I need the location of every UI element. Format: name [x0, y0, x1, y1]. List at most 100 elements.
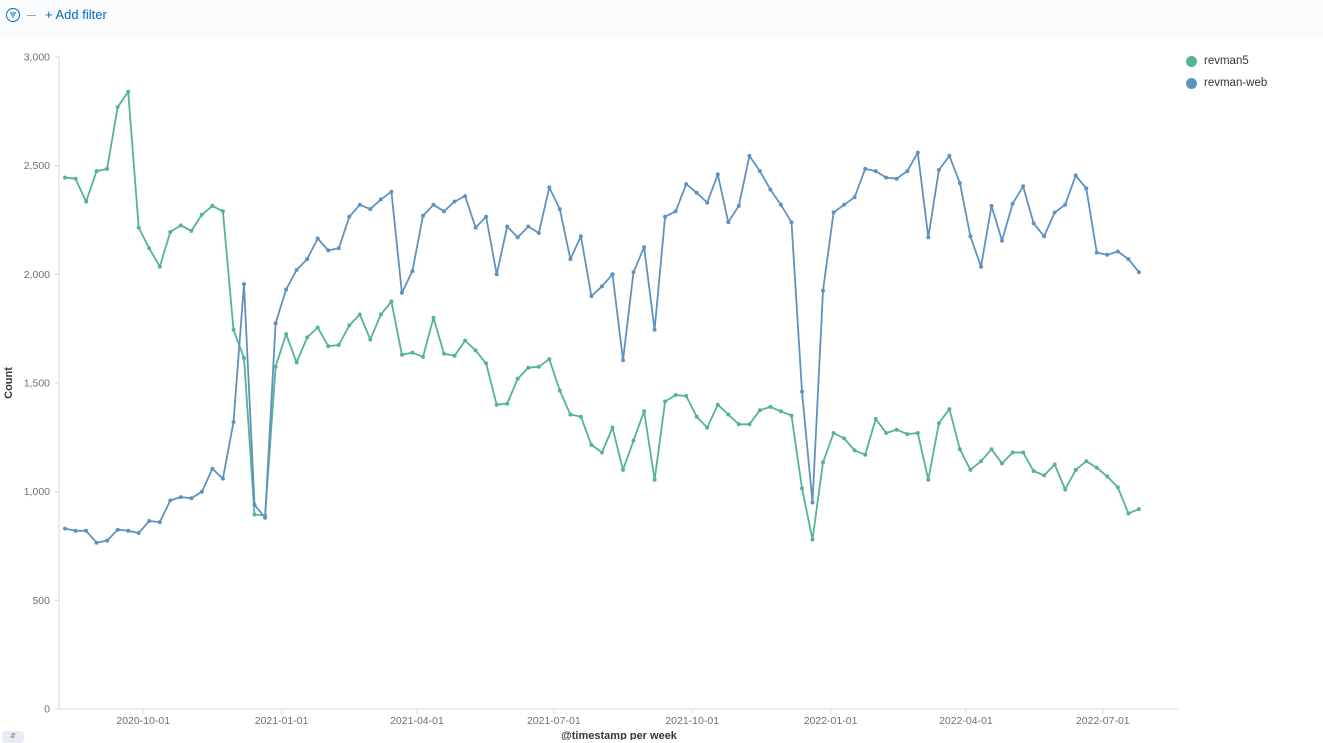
data-point[interactable]: [821, 288, 825, 293]
data-point[interactable]: [947, 407, 952, 412]
data-point[interactable]: [568, 412, 573, 417]
data-point[interactable]: [336, 246, 341, 251]
data-point[interactable]: [105, 166, 110, 171]
data-point[interactable]: [1000, 461, 1004, 466]
data-point[interactable]: [210, 203, 215, 208]
data-point[interactable]: [1136, 507, 1141, 512]
data-point[interactable]: [63, 526, 67, 531]
data-point[interactable]: [1031, 221, 1036, 226]
data-point[interactable]: [684, 182, 689, 187]
add-filter-button[interactable]: + Add filter: [45, 7, 107, 22]
data-point[interactable]: [389, 189, 394, 194]
data-point[interactable]: [631, 270, 636, 275]
data-point[interactable]: [347, 323, 352, 328]
data-point[interactable]: [873, 416, 878, 421]
data-point[interactable]: [842, 436, 847, 441]
legend-item-revman5[interactable]: revman5: [1186, 50, 1267, 72]
data-point[interactable]: [663, 214, 668, 219]
data-point[interactable]: [305, 335, 310, 340]
data-point[interactable]: [494, 402, 499, 407]
data-point[interactable]: [705, 425, 710, 430]
data-point[interactable]: [505, 224, 510, 229]
data-point[interactable]: [315, 325, 320, 330]
data-point[interactable]: [800, 486, 804, 491]
data-point[interactable]: [979, 459, 983, 464]
data-point[interactable]: [242, 356, 246, 360]
data-point[interactable]: [378, 197, 383, 202]
data-point[interactable]: [357, 312, 362, 317]
data-point[interactable]: [821, 460, 825, 465]
data-point[interactable]: [968, 234, 973, 239]
data-point[interactable]: [905, 169, 910, 174]
data-point[interactable]: [431, 202, 436, 207]
data-point[interactable]: [1094, 250, 1099, 255]
data-point[interactable]: [736, 203, 741, 208]
data-point[interactable]: [747, 153, 752, 158]
data-point[interactable]: [936, 421, 941, 426]
data-point[interactable]: [147, 246, 152, 251]
data-point[interactable]: [505, 401, 510, 406]
data-point[interactable]: [768, 404, 773, 409]
data-point[interactable]: [1136, 270, 1141, 275]
data-point[interactable]: [631, 438, 636, 443]
data-point[interactable]: [263, 515, 268, 520]
data-point[interactable]: [220, 476, 225, 481]
data-point[interactable]: [663, 399, 668, 404]
data-point[interactable]: [852, 195, 857, 200]
data-point[interactable]: [368, 337, 373, 342]
data-point[interactable]: [863, 452, 868, 457]
data-point[interactable]: [757, 408, 762, 413]
data-point[interactable]: [178, 223, 183, 228]
data-point[interactable]: [178, 495, 183, 500]
data-point[interactable]: [768, 187, 773, 192]
data-point[interactable]: [252, 512, 257, 517]
data-point[interactable]: [1052, 462, 1057, 467]
data-point[interactable]: [1031, 469, 1036, 473]
data-point[interactable]: [1042, 234, 1047, 239]
data-point[interactable]: [536, 364, 541, 369]
data-point[interactable]: [621, 467, 625, 472]
data-point[interactable]: [410, 269, 415, 274]
data-point[interactable]: [84, 528, 89, 533]
data-point[interactable]: [589, 442, 594, 447]
data-point[interactable]: [94, 169, 99, 174]
data-point[interactable]: [399, 290, 404, 295]
data-point[interactable]: [168, 230, 173, 234]
data-point[interactable]: [915, 150, 920, 155]
legend-item-revman-web[interactable]: revman-web: [1186, 72, 1267, 94]
data-point[interactable]: [463, 338, 468, 343]
data-point[interactable]: [115, 105, 120, 109]
data-point[interactable]: [557, 207, 562, 212]
data-point[interactable]: [926, 235, 931, 240]
data-point[interactable]: [399, 352, 404, 357]
data-point[interactable]: [1021, 184, 1026, 189]
data-point[interactable]: [778, 409, 783, 414]
data-point[interactable]: [810, 500, 815, 505]
data-point[interactable]: [273, 364, 278, 369]
data-point[interactable]: [947, 153, 952, 158]
data-point[interactable]: [757, 169, 762, 174]
data-point[interactable]: [694, 414, 699, 419]
data-point[interactable]: [715, 402, 720, 407]
data-point[interactable]: [578, 414, 583, 419]
data-point[interactable]: [484, 214, 489, 219]
data-point[interactable]: [126, 528, 131, 533]
data-point[interactable]: [484, 361, 489, 366]
data-point[interactable]: [136, 531, 141, 535]
data-point[interactable]: [863, 166, 868, 171]
data-point[interactable]: [515, 376, 520, 381]
data-point[interactable]: [800, 389, 804, 394]
data-point[interactable]: [326, 248, 331, 253]
data-point[interactable]: [1010, 201, 1015, 206]
data-point[interactable]: [347, 214, 352, 219]
data-point[interactable]: [652, 327, 657, 332]
data-point[interactable]: [1021, 450, 1026, 455]
data-point[interactable]: [1115, 485, 1120, 490]
data-point[interactable]: [789, 413, 794, 418]
data-point[interactable]: [852, 448, 857, 453]
data-point[interactable]: [831, 431, 836, 435]
data-point[interactable]: [242, 282, 246, 287]
data-point[interactable]: [884, 431, 889, 435]
data-point[interactable]: [515, 235, 520, 240]
data-point[interactable]: [810, 537, 815, 542]
